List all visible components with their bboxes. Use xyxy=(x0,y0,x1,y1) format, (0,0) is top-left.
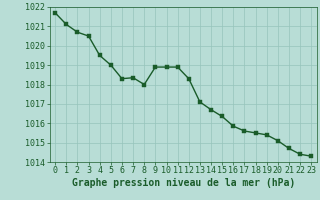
X-axis label: Graphe pression niveau de la mer (hPa): Graphe pression niveau de la mer (hPa) xyxy=(72,178,295,188)
